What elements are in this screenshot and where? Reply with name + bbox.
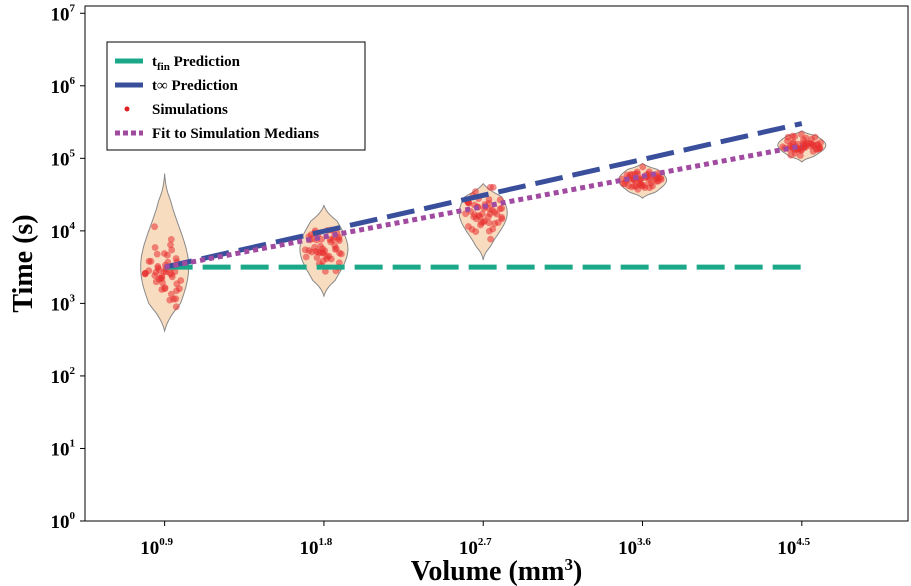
simulation-point [657, 174, 665, 182]
legend-label: tfin Prediction [152, 54, 241, 73]
legend: tfin Prediction t∞ Prediction Simulations F… [106, 41, 366, 151]
plot-frame [84, 5, 909, 522]
simulation-point [652, 176, 659, 183]
simulation-point [301, 246, 309, 254]
simulation-point [155, 275, 163, 283]
simulation-point [491, 220, 499, 227]
simulation-point [154, 263, 162, 270]
y-tick-label: 101 [51, 437, 76, 460]
simulation-point [168, 290, 175, 298]
simulation-point [167, 236, 175, 243]
simulation-point [485, 227, 493, 235]
legend-label: t∞ Prediction [152, 78, 238, 94]
simulation-point [172, 303, 180, 311]
simulation-point [498, 213, 505, 221]
x-tick-label: 100.9 [140, 536, 173, 559]
simulation-point [173, 280, 181, 288]
legend-marker [124, 106, 130, 112]
y-tick-label: 105 [51, 147, 76, 170]
plot-area-border [84, 5, 909, 522]
y-tick-label: 103 [51, 292, 76, 315]
x-tick-label: 103.6 [618, 536, 651, 559]
simulation-point [814, 141, 822, 149]
simulation-point [168, 271, 175, 278]
x-tick-label: 101.8 [300, 536, 333, 559]
y-tick-label: 107 [51, 2, 76, 25]
simulation-point [332, 245, 340, 252]
simulation-point [168, 246, 176, 254]
simulation-point [631, 182, 638, 190]
x-axis-label: Volume (mm3) [411, 555, 583, 586]
y-tick-label: 100 [51, 510, 76, 533]
simulation-point [141, 270, 149, 278]
y-tick-label: 106 [51, 75, 76, 98]
simulation-point [147, 257, 155, 265]
simulation-point [319, 249, 327, 257]
simulation-point [327, 238, 334, 246]
simulation-point [173, 287, 181, 294]
simulation-point [486, 183, 494, 191]
axis-labels-layer: Volume (mm3) Time (s) [8, 214, 582, 586]
simulation-points-layer [141, 131, 824, 311]
simulation-point [302, 253, 310, 261]
legend-label: Fit to Simulation Medians [152, 126, 319, 142]
simulation-point [787, 151, 795, 159]
simulation-point [649, 182, 656, 190]
simulation-point [323, 255, 330, 263]
simulation-point [475, 212, 483, 220]
simulation-point [487, 235, 494, 243]
x-tick-label: 104.5 [777, 536, 810, 559]
series-line-t-inf-prediction [164, 121, 803, 270]
simulation-point [797, 131, 805, 138]
legend-label: Simulations [152, 102, 228, 118]
simulation-point [637, 181, 645, 189]
simulation-point [335, 259, 343, 267]
simulation-point [322, 268, 329, 275]
simulation-point [808, 135, 815, 143]
simulation-point [801, 143, 808, 151]
simulation-point [498, 204, 506, 212]
simulation-point [784, 133, 792, 141]
y-tick-label: 102 [51, 365, 76, 388]
simulation-point [167, 241, 174, 249]
y-tick-label: 104 [51, 220, 76, 243]
series-line-fit-to-simulation-medians [164, 143, 803, 270]
simulation-point [170, 295, 178, 303]
simulation-point [639, 163, 647, 171]
simulation-point [313, 254, 321, 261]
simulation-point [164, 251, 171, 259]
simulation-point [472, 188, 479, 196]
simulation-point [481, 217, 488, 225]
x-tick-label: 102.7 [459, 536, 492, 559]
legend-box [106, 41, 366, 151]
y-axis-label: Time (s) [8, 214, 39, 312]
simulation-point [468, 226, 476, 233]
axis-ticks-layer: 100 101 102 103 104 105 106 107 100.9 101.8 102.7 1… [51, 2, 811, 559]
simulation-point [151, 244, 159, 251]
simulation-point [151, 223, 159, 231]
simulation-point [152, 268, 160, 276]
simulation-point [308, 248, 316, 256]
simulation-point [153, 250, 161, 258]
prediction-lines-layer [164, 121, 803, 270]
